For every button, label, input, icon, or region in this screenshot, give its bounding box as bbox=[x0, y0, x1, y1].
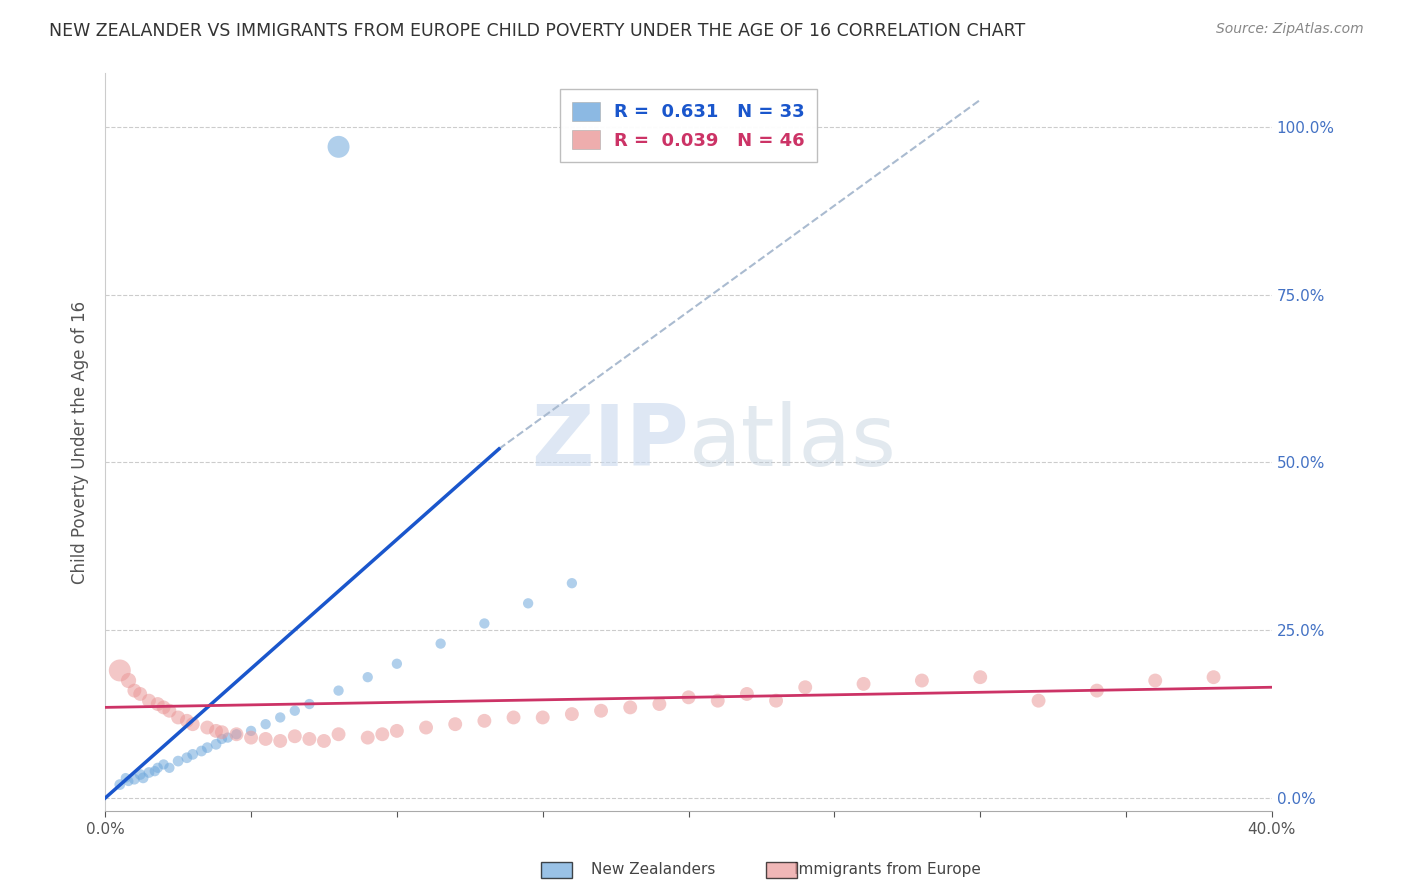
Point bbox=[205, 723, 228, 738]
Point bbox=[211, 725, 233, 739]
Point bbox=[269, 734, 291, 748]
Point bbox=[357, 670, 380, 684]
Point bbox=[138, 765, 160, 780]
Point bbox=[117, 673, 139, 688]
Point bbox=[561, 707, 583, 722]
Point bbox=[531, 710, 554, 724]
Legend: R =  0.631   N = 33, R =  0.039   N = 46: R = 0.631 N = 33, R = 0.039 N = 46 bbox=[560, 89, 817, 162]
Point bbox=[735, 687, 758, 701]
Point bbox=[706, 694, 728, 708]
Point bbox=[619, 700, 641, 714]
Point bbox=[444, 717, 467, 731]
Point bbox=[108, 664, 131, 678]
Point bbox=[474, 714, 496, 728]
Point bbox=[1202, 670, 1225, 684]
Point bbox=[269, 710, 291, 724]
Point bbox=[152, 757, 174, 772]
Point bbox=[298, 697, 321, 711]
Point bbox=[284, 729, 307, 743]
Point bbox=[429, 637, 451, 651]
Text: atlas: atlas bbox=[689, 401, 897, 483]
Point bbox=[474, 616, 496, 631]
Point bbox=[181, 747, 204, 762]
Point bbox=[157, 761, 180, 775]
Point bbox=[176, 750, 198, 764]
Point bbox=[794, 680, 817, 694]
Point bbox=[298, 731, 321, 746]
Point bbox=[195, 721, 218, 735]
Point bbox=[108, 778, 131, 792]
Point bbox=[328, 727, 350, 741]
Text: NEW ZEALANDER VS IMMIGRANTS FROM EUROPE CHILD POVERTY UNDER THE AGE OF 16 CORREL: NEW ZEALANDER VS IMMIGRANTS FROM EUROPE … bbox=[49, 22, 1025, 40]
Point bbox=[1085, 683, 1108, 698]
Point bbox=[146, 697, 169, 711]
Point bbox=[132, 771, 155, 785]
Point bbox=[146, 761, 169, 775]
Point bbox=[240, 723, 263, 738]
Point bbox=[225, 727, 247, 741]
Text: Immigrants from Europe: Immigrants from Europe bbox=[794, 863, 981, 877]
Point bbox=[502, 710, 524, 724]
Point bbox=[328, 140, 350, 154]
Point bbox=[167, 754, 190, 768]
Point bbox=[969, 670, 991, 684]
Point bbox=[357, 731, 380, 745]
Point bbox=[190, 744, 212, 758]
Point bbox=[167, 710, 190, 724]
Point bbox=[225, 727, 247, 741]
Point bbox=[911, 673, 934, 688]
Text: New Zealanders: New Zealanders bbox=[591, 863, 714, 877]
Point bbox=[765, 694, 787, 708]
Point bbox=[176, 714, 198, 728]
Point bbox=[385, 723, 408, 738]
Point bbox=[415, 721, 437, 735]
Point bbox=[138, 694, 160, 708]
Point bbox=[1028, 694, 1050, 708]
Point bbox=[152, 700, 174, 714]
Point bbox=[143, 764, 166, 779]
Point bbox=[117, 774, 139, 789]
Point bbox=[589, 704, 612, 718]
Point bbox=[517, 596, 540, 610]
Point bbox=[284, 704, 307, 718]
Point bbox=[217, 731, 239, 745]
Point bbox=[371, 727, 394, 741]
Point bbox=[157, 704, 180, 718]
Point bbox=[211, 731, 233, 746]
Point bbox=[254, 717, 277, 731]
Point bbox=[385, 657, 408, 671]
Point bbox=[852, 677, 875, 691]
Point bbox=[328, 683, 350, 698]
Text: ZIP: ZIP bbox=[531, 401, 689, 483]
Point bbox=[205, 737, 228, 751]
Point bbox=[195, 740, 218, 755]
Text: Source: ZipAtlas.com: Source: ZipAtlas.com bbox=[1216, 22, 1364, 37]
Point bbox=[678, 690, 700, 705]
Point bbox=[124, 772, 146, 787]
Point bbox=[129, 687, 152, 701]
Point bbox=[561, 576, 583, 591]
Y-axis label: Child Poverty Under the Age of 16: Child Poverty Under the Age of 16 bbox=[72, 301, 89, 583]
Point bbox=[129, 767, 152, 781]
Point bbox=[181, 717, 204, 731]
Point bbox=[114, 771, 136, 785]
Point bbox=[124, 683, 146, 698]
Point bbox=[254, 731, 277, 746]
Point bbox=[312, 734, 335, 748]
Point bbox=[1144, 673, 1167, 688]
Point bbox=[240, 731, 263, 745]
Point bbox=[648, 697, 671, 711]
